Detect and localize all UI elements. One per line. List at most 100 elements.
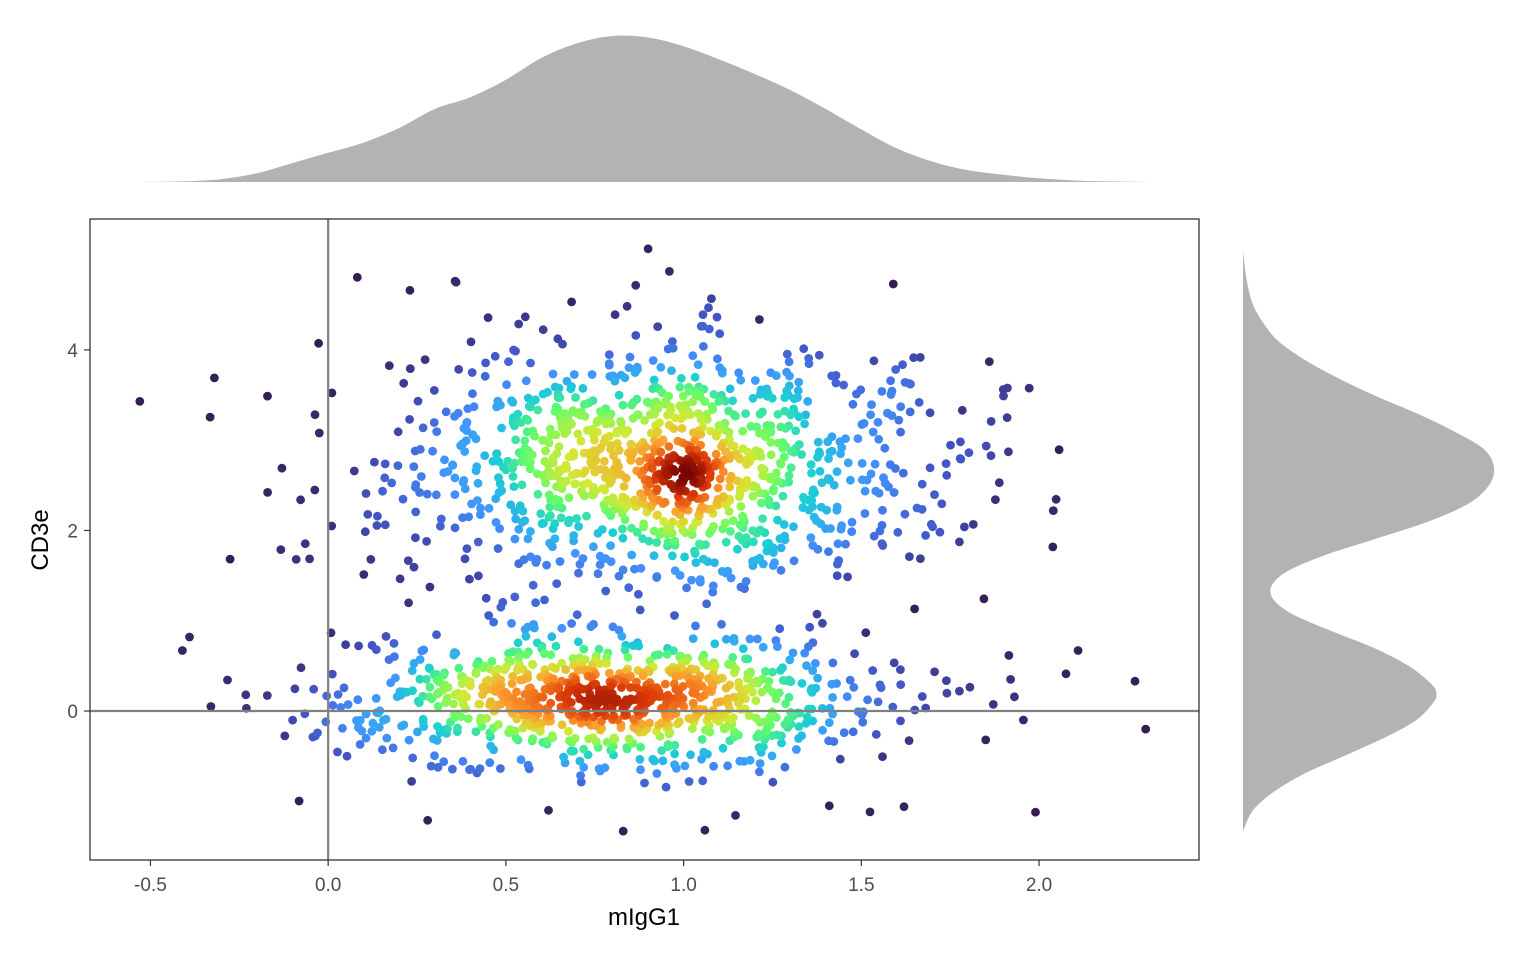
data-point xyxy=(433,702,443,711)
data-point xyxy=(621,494,631,504)
data-point xyxy=(956,437,965,447)
data-point xyxy=(637,446,647,456)
data-point xyxy=(649,375,659,385)
data-point xyxy=(485,758,495,767)
data-point xyxy=(294,796,304,806)
data-point xyxy=(512,687,521,697)
data-point xyxy=(399,378,409,388)
data-point xyxy=(510,534,520,544)
data-point xyxy=(806,686,816,695)
data-point xyxy=(496,400,505,410)
data-point xyxy=(296,663,306,673)
data-point xyxy=(548,458,558,468)
data-point xyxy=(749,537,758,547)
data-point xyxy=(280,731,290,741)
data-point xyxy=(408,753,418,763)
data-point xyxy=(425,664,434,674)
data-point xyxy=(988,700,998,709)
data-point xyxy=(888,702,898,712)
data-point xyxy=(593,569,603,579)
data-point xyxy=(349,466,359,476)
data-point xyxy=(720,518,730,528)
data-point xyxy=(614,462,623,472)
data-point xyxy=(712,312,722,322)
data-point xyxy=(728,653,738,662)
data-point xyxy=(407,666,417,676)
data-point xyxy=(210,373,219,383)
data-point xyxy=(570,734,580,743)
data-point xyxy=(620,373,630,383)
data-point xyxy=(636,765,645,775)
data-point xyxy=(630,564,639,574)
data-point xyxy=(516,755,526,765)
data-point xyxy=(713,354,722,364)
data-point xyxy=(538,389,548,399)
data-point xyxy=(425,582,435,592)
data-point xyxy=(409,659,419,668)
data-point xyxy=(652,484,662,494)
data-point xyxy=(601,419,611,429)
data-point xyxy=(663,410,672,420)
data-point xyxy=(710,639,720,649)
data-point xyxy=(981,735,991,745)
data-point xyxy=(704,303,713,313)
data-point xyxy=(523,416,533,425)
data-point xyxy=(472,462,482,472)
data-point xyxy=(481,593,491,603)
data-point xyxy=(871,730,881,739)
data-point xyxy=(569,531,579,540)
data-point xyxy=(456,712,466,721)
data-point xyxy=(408,686,417,696)
data-point xyxy=(568,654,578,663)
y-axis-title: CD3e xyxy=(27,509,54,570)
data-point xyxy=(590,435,599,445)
data-point xyxy=(806,533,816,542)
data-point xyxy=(476,510,485,519)
data-point xyxy=(697,754,706,764)
data-point xyxy=(520,690,530,699)
data-point xyxy=(591,456,601,465)
data-point xyxy=(371,645,381,654)
data-point xyxy=(636,563,646,573)
data-point xyxy=(526,457,535,467)
y-density-area xyxy=(1243,250,1495,832)
data-point xyxy=(853,434,863,443)
data-point xyxy=(523,534,533,544)
data-point xyxy=(748,526,758,535)
data-point xyxy=(614,390,624,400)
data-point xyxy=(628,414,638,423)
data-point xyxy=(627,523,636,533)
data-point xyxy=(661,710,670,720)
data-point xyxy=(409,462,419,471)
data-point xyxy=(874,434,884,444)
data-point xyxy=(817,478,827,488)
data-point xyxy=(745,755,755,765)
data-point xyxy=(342,751,352,761)
data-point xyxy=(458,756,468,766)
data-point xyxy=(597,525,607,534)
data-point xyxy=(353,695,363,705)
data-point xyxy=(277,463,287,473)
data-point xyxy=(380,520,390,530)
data-point xyxy=(680,552,689,562)
data-point xyxy=(484,611,494,620)
x-marginal-density xyxy=(143,35,1150,182)
data-point xyxy=(573,429,583,439)
data-point xyxy=(896,716,905,726)
data-point xyxy=(898,360,907,370)
data-point xyxy=(473,496,482,505)
x-axis: -0.5 0.0 0.5 1.0 1.5 2.0 xyxy=(134,860,1052,896)
data-point xyxy=(686,750,695,760)
data-point xyxy=(573,637,583,647)
data-point xyxy=(877,539,887,548)
data-point xyxy=(547,632,557,642)
data-point xyxy=(986,451,996,461)
data-point xyxy=(575,756,585,766)
data-point xyxy=(520,312,530,322)
data-point xyxy=(577,487,586,496)
data-point xyxy=(758,642,768,652)
data-point xyxy=(454,365,464,374)
data-point xyxy=(828,658,838,668)
data-point xyxy=(520,516,530,525)
